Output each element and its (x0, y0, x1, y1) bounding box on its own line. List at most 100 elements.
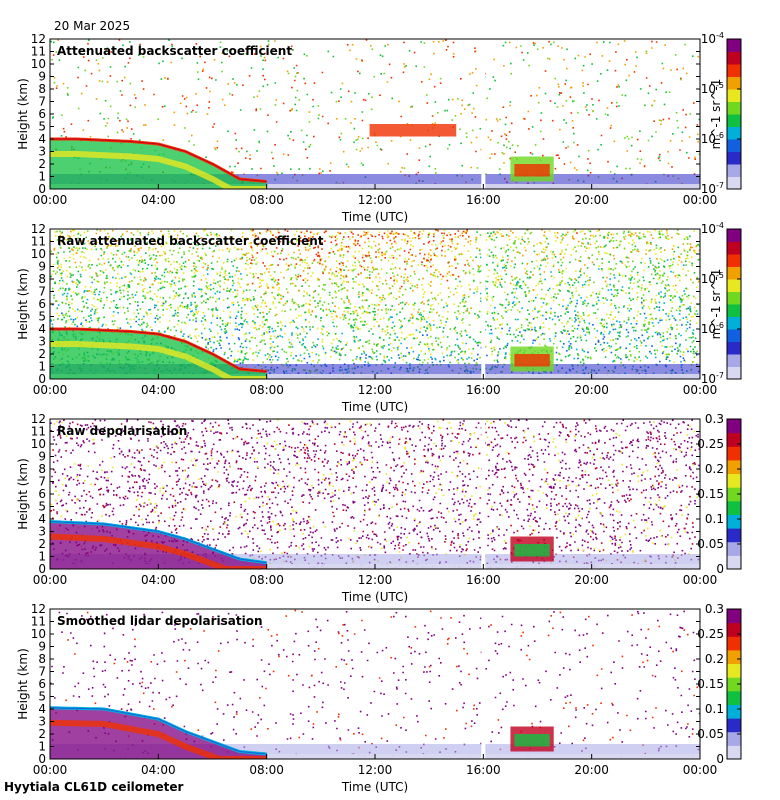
y-tick-label: 9 (38, 260, 46, 274)
colorbar-unit: m^-1 sr^-1 (709, 269, 723, 340)
y-tick-label: 6 (38, 107, 46, 121)
y-tick-label: 3 (38, 145, 46, 159)
y-tick-label: 3 (38, 335, 46, 349)
data-gap (481, 39, 486, 189)
y-tick-label: 5 (38, 690, 46, 704)
y-tick-label: 3 (38, 715, 46, 729)
data-gap (481, 229, 486, 379)
colorbar-swatch (727, 114, 741, 127)
y-tick-label: 1 (38, 360, 46, 374)
y-tick-label: 0 (38, 182, 46, 196)
panel-title: Smoothed lidar depolarisation (57, 614, 263, 628)
y-tick-label: 11 (31, 45, 46, 59)
colorbar-tick-label: 0.05 (697, 727, 724, 741)
colorbar-swatch (727, 39, 741, 52)
y-tick-label: 4 (38, 132, 46, 146)
y-tick-label: 1 (38, 550, 46, 564)
colorbar-swatch (727, 229, 741, 242)
colorbar-swatch (727, 64, 741, 77)
colorbar-swatch (727, 459, 741, 475)
y-tick-label: 10 (31, 627, 46, 641)
colorbar-swatch (727, 528, 741, 543)
colorbar-tick-label: 0.05 (697, 537, 724, 551)
colorbar-tick-label: 0.1 (705, 512, 724, 526)
y-tick-label: 2 (38, 347, 46, 361)
y-tick-label: 2 (38, 727, 46, 741)
colorbar-swatch (727, 649, 741, 665)
y-tick-label: 4 (38, 702, 46, 716)
x-tick-label: 00:00 (683, 573, 718, 587)
x-tick-label: 20:00 (574, 763, 609, 777)
y-tick-label: 11 (31, 235, 46, 249)
x-tick-label: 16:00 (466, 193, 501, 207)
colorbar-swatch (727, 663, 741, 678)
y-tick-label: 8 (38, 272, 46, 286)
colorbar-tick-label: 10-4 (701, 221, 724, 236)
x-tick-label: 20:00 (574, 573, 609, 587)
colorbar-swatch (727, 266, 741, 280)
colorbar-tick-label: 0 (716, 752, 724, 766)
y-tick-label: 11 (31, 615, 46, 629)
colorbar-swatch (727, 76, 741, 90)
y-axis-title: Height (km) (16, 78, 30, 149)
y-tick-label: 5 (38, 120, 46, 134)
noise-texture (50, 229, 700, 378)
footer-label: Hyytiala CL61D ceilometer (4, 780, 184, 794)
colorbar-swatch (727, 304, 741, 317)
x-tick-label: 04:00 (141, 763, 176, 777)
y-tick-label: 6 (38, 297, 46, 311)
afternoon-cloud-core (514, 164, 550, 177)
afternoon-cloud-core (514, 544, 550, 557)
y-tick-label: 9 (38, 70, 46, 84)
x-tick-label: 00:00 (683, 763, 718, 777)
x-tick-label: 04:00 (141, 383, 176, 397)
colorbar-tick-label: 0.3 (705, 602, 724, 616)
colorbar-swatch (727, 341, 741, 355)
x-tick-label: 12:00 (358, 193, 393, 207)
x-tick-label: 00:00 (33, 573, 68, 587)
data-gap (481, 609, 486, 759)
colorbar-swatch (727, 254, 741, 267)
y-tick-label: 9 (38, 450, 46, 464)
colorbar-4: 0 0.05 0.1 0.15 0.2 0.25 0.3 (697, 602, 742, 766)
x-tick-label: 12:00 (358, 383, 393, 397)
y-tick-label: 12 (31, 602, 46, 616)
y-tick-label: 0 (38, 562, 46, 576)
y-tick-label: 8 (38, 652, 46, 666)
data-gap (481, 419, 486, 569)
cloud-top-edge (50, 328, 267, 372)
colorbar-swatch (727, 419, 741, 434)
colorbar-tick-label: 0.3 (705, 412, 724, 426)
colorbar-swatch (727, 241, 741, 255)
colorbar-tick-label: 0.15 (697, 677, 724, 691)
x-tick-label: 16:00 (466, 383, 501, 397)
y-tick-label: 10 (31, 437, 46, 451)
x-tick-label: 00:00 (33, 763, 68, 777)
colorbar-1: 10-710-610-510-4m^-1 sr^-1 (701, 31, 742, 196)
x-tick-label: 12:00 (358, 763, 393, 777)
y-tick-label: 11 (31, 425, 46, 439)
colorbar-swatch (727, 151, 741, 165)
colorbar-swatch (727, 432, 741, 447)
y-tick-label: 2 (38, 157, 46, 171)
y-tick-label: 9 (38, 640, 46, 654)
y-tick-label: 3 (38, 525, 46, 539)
colorbar-swatch (727, 677, 741, 692)
y-tick-label: 1 (38, 170, 46, 184)
colorbar-tick-label: 0.1 (705, 702, 724, 716)
y-tick-label: 5 (38, 500, 46, 514)
colorbar-2: 10-710-610-510-4m^-1 sr^-1 (701, 221, 742, 386)
x-tick-label: 08:00 (249, 383, 284, 397)
colorbar-swatch (727, 636, 741, 651)
y-tick-label: 8 (38, 82, 46, 96)
colorbar-swatch (727, 51, 741, 65)
colorbar-swatch (727, 500, 741, 515)
y-axis-title: Height (km) (16, 458, 30, 529)
x-tick-label: 20:00 (574, 383, 609, 397)
y-tick-label: 7 (38, 475, 46, 489)
y-tick-label: 7 (38, 95, 46, 109)
